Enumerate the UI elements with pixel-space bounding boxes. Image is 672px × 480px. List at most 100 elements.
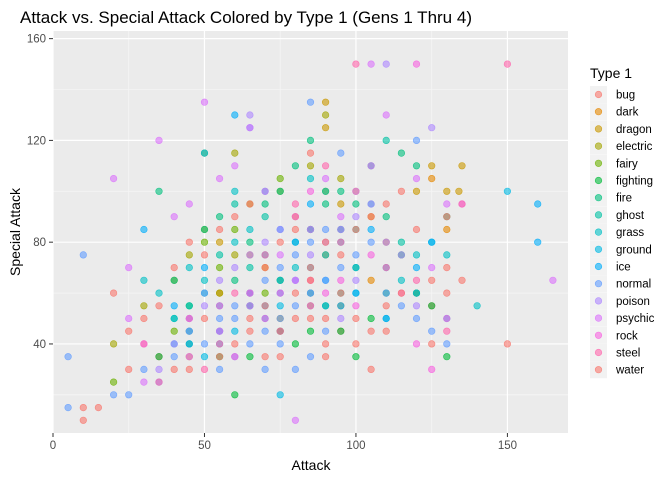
x-axis-title: Attack	[292, 457, 332, 473]
data-point-ghost	[261, 213, 269, 221]
data-point-normal	[64, 353, 72, 361]
data-point-water	[170, 365, 178, 374]
data-point-water	[337, 251, 345, 259]
data-point-ground	[200, 149, 209, 157]
data-point-water	[231, 340, 239, 348]
data-point-fighting	[155, 353, 163, 361]
data-point-electric	[216, 289, 224, 297]
data-point-ice	[412, 264, 421, 272]
data-point-ice	[170, 302, 178, 310]
data-point-water	[306, 264, 315, 272]
legend-key-water	[594, 366, 603, 374]
data-point-ground	[352, 264, 360, 272]
data-point-fighting	[352, 353, 360, 361]
data-point-normal	[306, 98, 315, 106]
y-tick-label: 80	[33, 237, 46, 249]
data-point-psychic	[125, 264, 133, 272]
data-point-electric	[109, 340, 118, 348]
axis-ticks: 0 50 100 150 40 80 120 160	[27, 34, 517, 452]
data-point-steel	[231, 289, 239, 297]
data-point-water	[276, 238, 284, 246]
legend-key-poison	[594, 297, 603, 305]
data-point-psychic	[382, 111, 390, 119]
data-point-water	[412, 225, 421, 234]
data-point-psychic	[291, 276, 300, 284]
data-point-water	[291, 314, 300, 323]
data-point-normal	[443, 340, 451, 348]
data-point-water	[261, 302, 269, 310]
data-point-dark	[428, 175, 436, 183]
data-point-normal	[170, 353, 178, 361]
data-point-psychic	[428, 264, 436, 272]
data-point-normal	[337, 149, 345, 157]
data-point-fire	[291, 162, 300, 170]
legend-key-fairy	[594, 159, 603, 167]
data-point-ice	[428, 238, 436, 246]
legend-label-water: water	[615, 365, 644, 377]
data-point-water	[397, 187, 406, 195]
data-point-normal	[185, 327, 193, 335]
legend-label-psychic: psychic	[616, 313, 655, 325]
data-point-poison	[170, 340, 178, 348]
data-point-rock	[443, 314, 451, 323]
data-point-electric	[231, 251, 239, 259]
data-point-water	[276, 353, 284, 361]
data-point-normal	[367, 238, 375, 246]
data-point-rock	[337, 276, 345, 284]
data-point-poison	[367, 200, 375, 208]
data-point-poison	[155, 365, 163, 374]
data-point-grass	[322, 251, 330, 259]
data-point-grass	[170, 314, 178, 323]
data-point-fairy	[231, 225, 239, 234]
y-tick-label: 40	[33, 339, 46, 351]
data-point-water	[337, 289, 345, 297]
data-point-poison	[246, 111, 254, 119]
data-point-fighting	[367, 314, 375, 323]
data-point-normal	[276, 264, 284, 272]
data-point-ice	[382, 314, 390, 323]
data-point-psychic	[140, 378, 148, 386]
data-point-fairy	[109, 378, 118, 386]
data-point-ice	[306, 200, 315, 208]
data-point-rock	[306, 187, 315, 195]
data-point-psychic	[306, 225, 315, 234]
data-point-steel	[306, 276, 315, 284]
data-point-steel	[443, 327, 451, 335]
data-point-normal	[125, 391, 133, 399]
data-point-dragon	[412, 187, 421, 195]
data-point-electric	[185, 251, 193, 259]
data-point-grass	[231, 187, 239, 195]
data-point-water	[200, 314, 209, 323]
data-point-psychic	[170, 213, 178, 221]
data-point-grass	[185, 264, 193, 272]
data-point-fairy	[200, 238, 209, 246]
data-point-poison	[200, 302, 209, 310]
data-point-psychic	[216, 175, 224, 183]
data-point-poison	[337, 314, 345, 323]
data-point-normal	[140, 365, 148, 374]
data-point-fighting	[337, 327, 345, 335]
data-point-normal	[306, 353, 315, 361]
data-point-poison	[246, 251, 254, 259]
data-point-normal	[216, 365, 224, 374]
legend-key-steel	[594, 348, 603, 357]
data-point-fire	[382, 213, 390, 221]
data-point-dark	[443, 225, 451, 234]
data-point-grass	[291, 264, 300, 272]
data-point-dragon	[216, 238, 224, 246]
data-point-rock	[140, 340, 148, 348]
data-point-psychic	[549, 276, 557, 284]
data-point-psychic	[185, 200, 193, 208]
data-point-water	[185, 238, 193, 246]
data-point-water	[246, 327, 254, 335]
legend: Type 1 bug dark dragon electric fairy fightin…	[590, 65, 655, 379]
data-point-bug	[322, 340, 330, 348]
data-point-dragon	[458, 162, 466, 170]
data-point-poison	[397, 251, 406, 259]
data-point-rock	[352, 302, 360, 310]
data-point-normal	[322, 327, 330, 335]
data-point-steel	[200, 365, 209, 374]
data-point-ice	[534, 238, 542, 246]
data-point-water	[397, 289, 406, 297]
data-point-steel	[412, 276, 421, 284]
